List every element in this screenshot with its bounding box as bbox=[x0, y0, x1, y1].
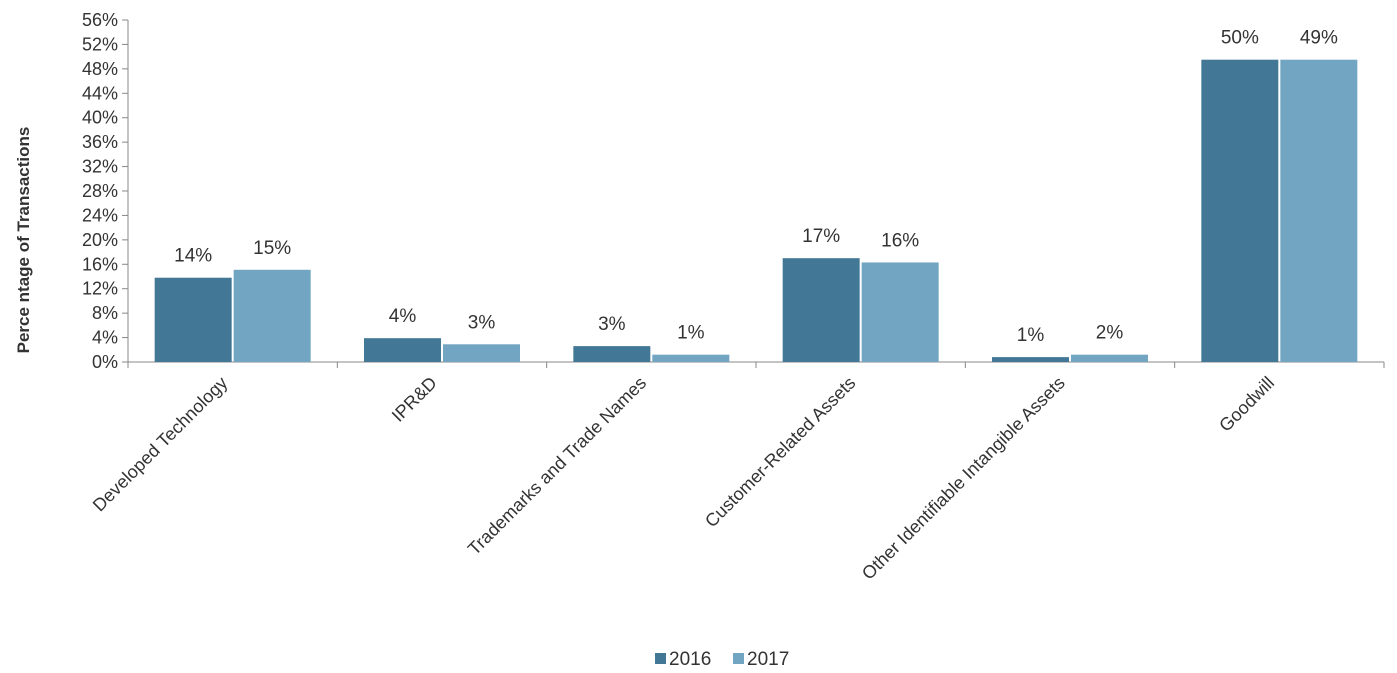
legend-swatch bbox=[733, 653, 744, 664]
bar-2017 bbox=[861, 262, 939, 362]
y-tick-label: 36% bbox=[82, 132, 118, 152]
y-tick-label: 12% bbox=[82, 279, 118, 299]
y-tick-label: 44% bbox=[82, 83, 118, 103]
y-tick-label: 4% bbox=[92, 328, 118, 348]
bar-2016 bbox=[1201, 59, 1279, 362]
bar-2017 bbox=[443, 344, 520, 362]
category-label: Trademarks and Trade Names bbox=[464, 373, 650, 559]
x-axis bbox=[127, 361, 1385, 368]
y-tick-label: 32% bbox=[82, 157, 118, 177]
legend-label: 2017 bbox=[747, 649, 789, 670]
category-label: Customer-Related Assets bbox=[701, 373, 859, 531]
category-label: Developed Technology bbox=[89, 373, 232, 516]
data-label: 15% bbox=[253, 238, 291, 259]
data-label: 49% bbox=[1300, 28, 1338, 49]
bars bbox=[154, 59, 1358, 362]
y-tick-label: 16% bbox=[82, 254, 118, 274]
data-labels: 14% 15% 4% 3% 3% 1% 17% 16% 1% 2% 50% 49% bbox=[174, 28, 1338, 346]
bar-2016 bbox=[992, 357, 1069, 362]
y-tick-label: 0% bbox=[92, 352, 118, 372]
y-tick-label: 52% bbox=[82, 34, 118, 54]
category-label: Goodwill bbox=[1215, 373, 1278, 436]
data-label: 17% bbox=[802, 226, 840, 247]
data-label: 16% bbox=[881, 230, 919, 251]
legend: 2016 2017 bbox=[655, 649, 789, 670]
bar-2017 bbox=[652, 354, 730, 362]
y-tick-label: 20% bbox=[82, 230, 118, 250]
bar-2016 bbox=[573, 346, 651, 362]
data-label: 1% bbox=[1017, 325, 1045, 346]
category-label: IPR&D bbox=[388, 373, 441, 426]
bar-2017 bbox=[1280, 59, 1358, 362]
data-label: 2% bbox=[1096, 323, 1124, 344]
y-tick-label: 40% bbox=[82, 108, 118, 128]
y-tick-label: 8% bbox=[92, 303, 118, 323]
bar-2016 bbox=[782, 258, 860, 362]
bar-2017 bbox=[1071, 354, 1148, 362]
y-tick-label: 48% bbox=[82, 59, 118, 79]
category-labels: Developed Technology IPR&D Trademarks and … bbox=[89, 373, 1278, 584]
data-label: 4% bbox=[389, 306, 417, 327]
bar-2016 bbox=[364, 338, 441, 362]
data-label: 50% bbox=[1221, 28, 1259, 49]
y-tick-label: 24% bbox=[82, 205, 118, 225]
legend-label: 2016 bbox=[669, 649, 711, 670]
data-label: 3% bbox=[598, 314, 626, 335]
y-axis-title: Perce ntage of Transactions bbox=[14, 127, 33, 354]
legend-swatch bbox=[655, 653, 666, 664]
y-tick-label: 56% bbox=[82, 10, 118, 30]
data-label: 3% bbox=[468, 312, 496, 333]
bar-2016 bbox=[154, 277, 232, 362]
y-tick-label: 28% bbox=[82, 181, 118, 201]
data-label: 1% bbox=[677, 323, 705, 344]
y-axis: 0% 4% 8% 12% 16% 20% 24% 28% 32% 36% 40% 44% 48% 52% 5… bbox=[82, 10, 129, 372]
bar-2017 bbox=[233, 269, 311, 362]
category-label: Other Identifiable Intangible Assets bbox=[858, 373, 1069, 584]
data-label: 14% bbox=[174, 246, 212, 267]
